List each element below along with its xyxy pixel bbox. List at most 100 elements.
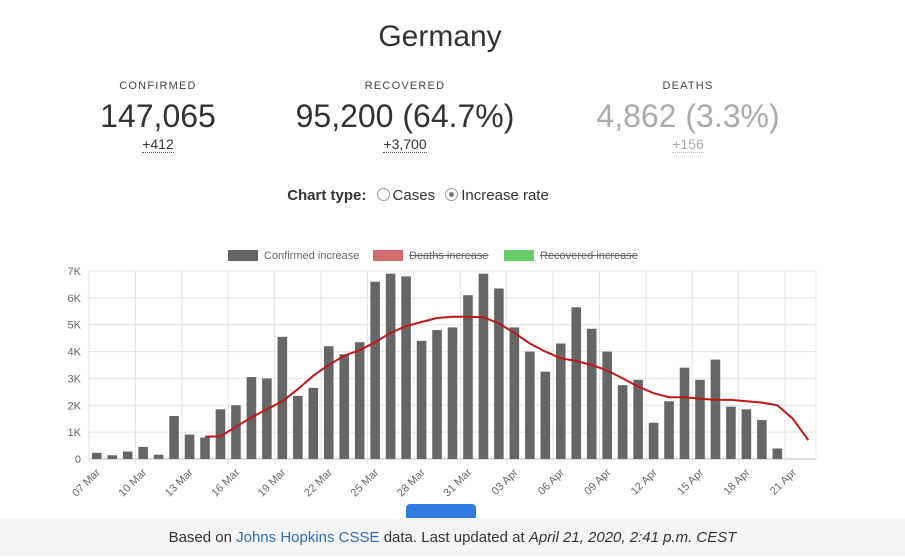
scroll-tab-button[interactable] [406, 504, 476, 520]
jhu-csse-link[interactable]: Johns Hopkins CSSE [236, 529, 380, 546]
confirmed-increase-bar [664, 401, 674, 459]
deaths-delta[interactable]: +156 [672, 136, 704, 153]
confirmed-increase-bar [509, 327, 520, 459]
y-tick-label: 6K [68, 293, 82, 305]
confirmed-value: 147,065 [100, 98, 216, 134]
confirmed-increase-bar [308, 387, 319, 459]
deaths-value: 4,862 (3.3%) [596, 98, 780, 134]
footer-prefix: Based on [168, 529, 237, 546]
confirmed-increase-bar [184, 434, 195, 459]
legend-label: Confirmed increase [264, 250, 359, 262]
legend-swatch [228, 250, 258, 261]
confirmed-increase-bar [200, 437, 210, 459]
confirmed-increase-bar [339, 354, 350, 459]
confirmed-increase-bar [122, 451, 133, 459]
x-tick-label: 19 Mar [256, 466, 289, 499]
x-tick-label: 09 Apr [582, 466, 613, 497]
y-tick-label: 2K [68, 400, 82, 412]
last-updated-date: April 21, 2020, 2:41 p.m. CEST [528, 529, 737, 546]
x-tick-label: 06 Apr [536, 466, 567, 497]
chart-type-selector: Chart type: Cases Increase rate [0, 187, 840, 204]
confirmed-increase-bar [571, 307, 582, 459]
footer-middle: data. Last updated at [379, 529, 529, 546]
confirmed-increase-bar [478, 273, 489, 459]
x-tick-label: 07 Mar [70, 466, 103, 499]
confirmed-increase-bar [540, 371, 551, 459]
increase-chart: Confirmed increase Deaths increase Recover… [68, 250, 817, 499]
x-tick-label: 21 Apr [768, 466, 799, 497]
confirmed-increase-bar [555, 343, 566, 459]
confirmed-increase-bar [525, 351, 535, 459]
confirmed-increase-bar [138, 446, 148, 459]
y-tick-label: 7K [68, 266, 82, 278]
footer-note: Based on Johns Hopkins CSSE data. Last u… [0, 518, 905, 556]
recovered-label: RECOVERED [364, 80, 446, 92]
x-tick-label: 12 Apr [629, 466, 660, 497]
confirmed-increase-bar [617, 385, 628, 459]
confirmed-increase-bar [91, 452, 102, 459]
confirmed-increase-bar [726, 406, 736, 459]
x-tick-label: 18 Apr [722, 466, 753, 497]
confirmed-increase-bar [231, 405, 241, 459]
confirmed-increase-bar [354, 342, 365, 459]
confirmed-stat: CONFIRMED 147,065 +412 [28, 80, 288, 154]
confirmed-increase-bar [215, 409, 226, 459]
chart-type-label: Chart type: [287, 187, 367, 204]
deaths-label: DEATHS [662, 80, 714, 92]
cases-radio[interactable] [376, 188, 390, 201]
increase-rate-radio[interactable] [445, 188, 459, 201]
x-tick-label: 28 Mar [395, 466, 428, 499]
confirmed-increase-bar [648, 422, 659, 459]
deaths-stat: DEATHS 4,862 (3.3%) +156 [558, 80, 818, 154]
confirmed-increase-bar [153, 454, 164, 459]
chart-type-option-cases[interactable]: Cases [375, 187, 440, 204]
confirmed-delta[interactable]: +412 [142, 136, 174, 153]
cases-radio-label: Cases [392, 187, 436, 204]
confirmed-increase-bar [169, 416, 179, 459]
recovered-delta[interactable]: +3,700 [383, 136, 427, 153]
x-tick-label: 15 Apr [675, 466, 706, 497]
x-tick-label: 03 Apr [490, 466, 521, 497]
confirmed-increase-bar [416, 340, 427, 459]
chart-type-option-increase-rate[interactable]: Increase rate [443, 187, 549, 204]
confirmed-increase-bar [695, 379, 705, 459]
confirmed-increase-bar [463, 295, 473, 459]
recovered-value: 95,200 (64.7%) [295, 98, 515, 134]
confirmed-increase-bar [586, 328, 597, 459]
recovered-stat: RECOVERED 95,200 (64.7%) +3,700 [275, 80, 535, 154]
y-tick-label: 5K [68, 320, 82, 332]
y-tick-label: 1K [68, 427, 82, 439]
x-tick-label: 16 Mar [209, 466, 242, 499]
y-tick-label: 0 [75, 454, 81, 466]
x-tick-label: 22 Mar [302, 466, 335, 499]
confirmed-increase-bar [447, 327, 458, 459]
confirmed-increase-bar [679, 367, 690, 459]
increase-rate-radio-label: Increase rate [461, 187, 549, 204]
confirmed-increase-bar [710, 359, 721, 459]
confirmed-increase-bar [633, 379, 643, 459]
x-tick-label: 25 Mar [349, 466, 382, 499]
x-tick-label: 31 Mar [441, 466, 474, 499]
confirmed-increase-bar [772, 448, 783, 459]
x-tick-label: 13 Mar [163, 466, 196, 499]
confirmed-increase-bar [262, 378, 272, 459]
confirmed-increase-bar [401, 276, 411, 459]
confirmed-increase-bar [757, 420, 767, 459]
confirmed-increase-bar [741, 409, 752, 459]
confirmed-increase-bar [385, 273, 396, 459]
confirmed-increase-bar [323, 346, 334, 459]
confirmed-increase-bar [277, 336, 288, 459]
confirmed-increase-bar [432, 330, 442, 459]
trend-line [204, 315, 810, 441]
confirmed-increase-bar [494, 288, 504, 459]
page-title: Germany [378, 20, 502, 53]
legend-swatch [504, 250, 534, 261]
confirmed-increase-bar [107, 455, 117, 459]
confirmed-label: CONFIRMED [119, 80, 197, 92]
x-tick-label: 10 Mar [117, 466, 150, 499]
y-tick-label: 4K [68, 347, 82, 359]
legend-swatch [373, 250, 403, 261]
confirmed-increase-bar [602, 351, 612, 459]
confirmed-increase-bar [370, 281, 380, 459]
confirmed-increase-bar [293, 395, 303, 459]
